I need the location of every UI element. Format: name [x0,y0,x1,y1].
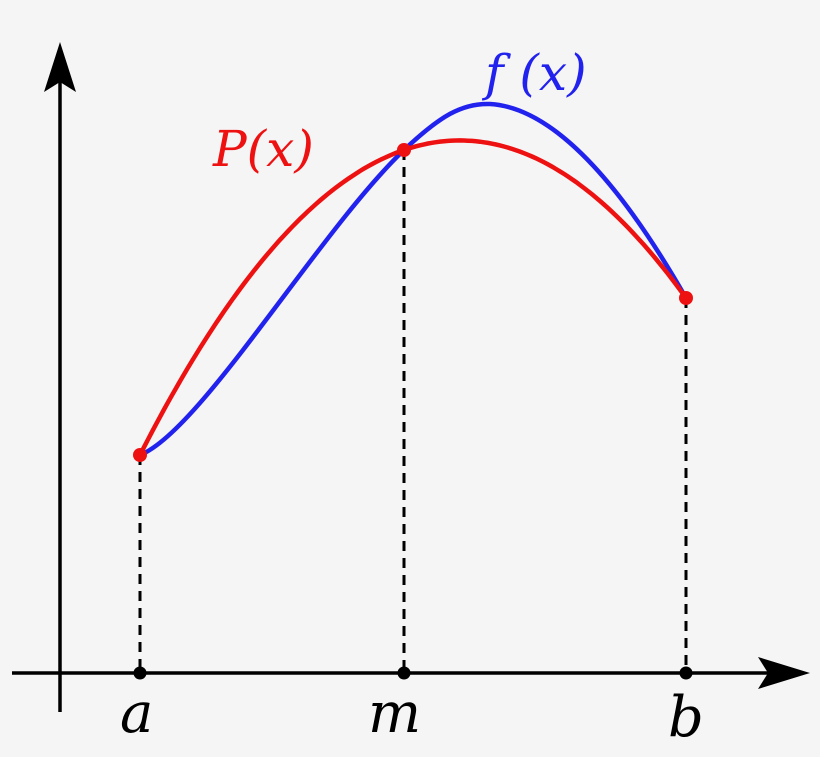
function-label: f (x) [481,44,587,102]
tick-a [133,666,147,680]
tick-b [679,666,693,680]
point-m [397,143,411,157]
point-a [133,448,147,462]
label-m: m [368,681,421,746]
polynomial-label: P(x) [212,120,314,178]
polynomial-curve [137,138,688,457]
function-curve [139,101,688,458]
tick-m [397,666,411,680]
y-axis-arrow-icon [44,42,76,92]
point-b [679,291,693,305]
x-axis-arrow-icon [758,657,810,689]
label-a: a [120,681,153,746]
label-b: b [668,685,704,750]
